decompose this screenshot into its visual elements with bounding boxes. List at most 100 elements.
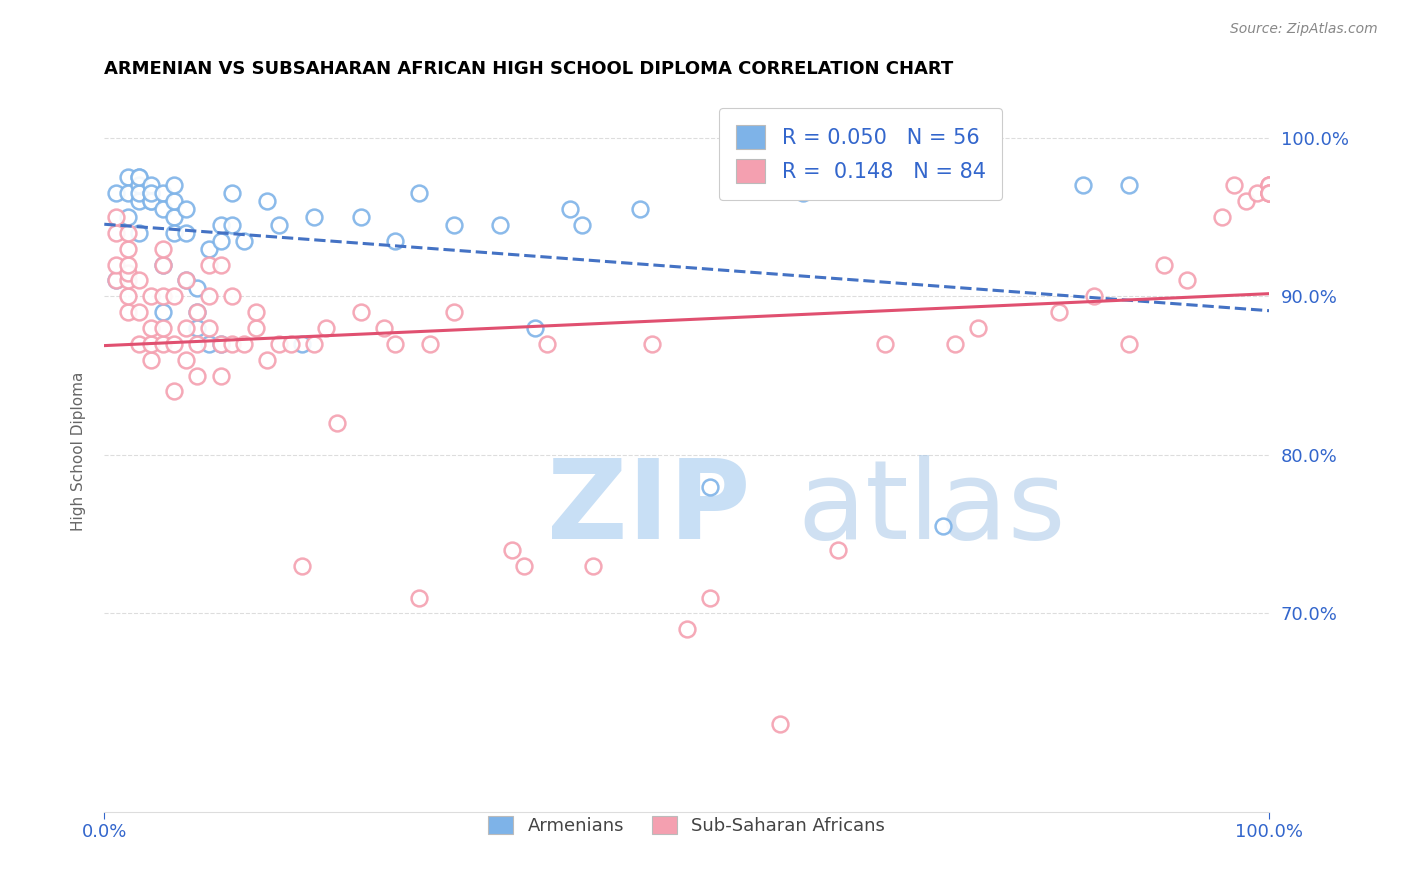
Text: Source: ZipAtlas.com: Source: ZipAtlas.com [1230,22,1378,37]
Point [524,321,547,335]
Point [139,289,162,303]
Point [152,186,174,201]
Point [1258,186,1281,201]
Point [326,416,349,430]
Point [117,170,139,185]
Point [1047,305,1070,319]
Point [117,242,139,256]
Point [117,258,139,272]
Point [139,186,162,201]
Point [1258,178,1281,193]
Point [128,186,150,201]
Point [117,289,139,303]
Point [163,384,186,399]
Point [198,258,221,272]
Text: ZIP: ZIP [547,455,751,562]
Point [582,558,605,573]
Point [1118,178,1140,193]
Point [221,218,243,232]
Point [152,258,174,272]
Point [117,305,139,319]
Point [139,194,162,209]
Point [104,258,127,272]
Point [139,321,162,335]
Point [128,178,150,193]
Point [256,352,278,367]
Point [1211,210,1233,224]
Point [501,543,523,558]
Point [245,305,267,319]
Point [128,170,150,185]
Point [489,218,512,232]
Point [245,321,267,335]
Point [827,543,849,558]
Point [209,234,232,248]
Point [209,337,232,351]
Point [128,194,150,209]
Point [186,305,208,319]
Point [186,368,208,383]
Point [1258,186,1281,201]
Point [104,273,127,287]
Y-axis label: High School Diploma: High School Diploma [72,371,86,531]
Point [139,337,162,351]
Point [104,210,127,224]
Point [163,194,186,209]
Point [128,337,150,351]
Point [117,210,139,224]
Point [291,337,314,351]
Point [675,622,697,636]
Point [256,194,278,209]
Point [174,226,197,240]
Point [128,273,150,287]
Point [139,194,162,209]
Point [873,337,896,351]
Point [291,558,314,573]
Point [628,202,651,216]
Point [139,352,162,367]
Point [699,591,721,605]
Point [209,368,232,383]
Point [163,289,186,303]
Point [1223,178,1246,193]
Point [139,186,162,201]
Point [233,234,256,248]
Point [163,337,186,351]
Point [152,337,174,351]
Point [174,273,197,287]
Point [384,337,406,351]
Point [267,218,290,232]
Point [174,352,197,367]
Point [384,234,406,248]
Point [186,337,208,351]
Point [280,337,302,351]
Point [209,218,232,232]
Point [1153,258,1175,272]
Text: atlas: atlas [797,455,1066,562]
Point [512,558,534,573]
Point [186,321,208,335]
Point [560,202,582,216]
Point [443,305,465,319]
Point [117,266,139,280]
Point [198,321,221,335]
Point [943,337,966,351]
Point [536,337,558,351]
Point [349,305,371,319]
Point [163,210,186,224]
Point [1246,186,1268,201]
Point [1177,273,1199,287]
Point [128,305,150,319]
Point [302,210,325,224]
Point [117,273,139,287]
Point [408,186,430,201]
Point [221,337,243,351]
Point [104,186,127,201]
Legend: Armenians, Sub-Saharan Africans: Armenians, Sub-Saharan Africans [481,808,893,842]
Point [932,519,955,533]
Point [1118,337,1140,351]
Point [128,170,150,185]
Point [1258,178,1281,193]
Point [233,337,256,351]
Point [174,273,197,287]
